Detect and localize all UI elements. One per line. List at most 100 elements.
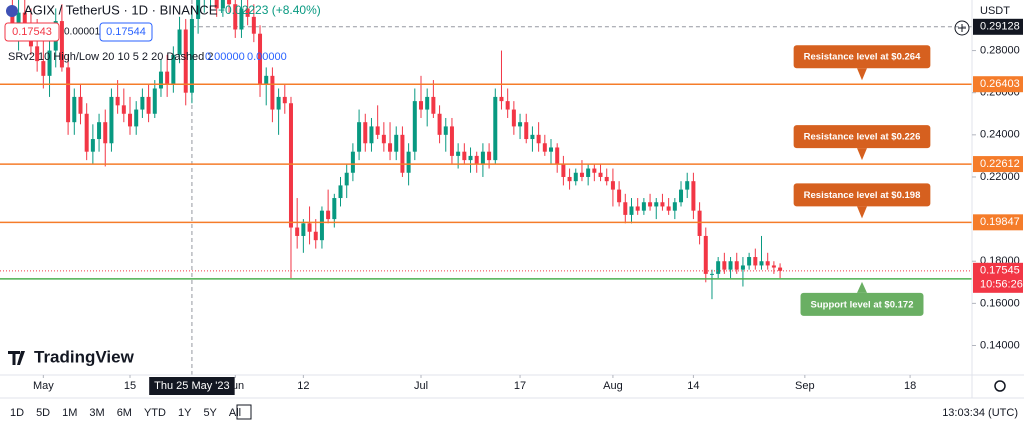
- candle-body: [511, 109, 516, 127]
- candle-body: [734, 261, 739, 270]
- change: +0.02223 (+8.40%): [218, 3, 321, 17]
- candle-body: [72, 96, 77, 123]
- candle-body: [561, 164, 566, 177]
- buy-box[interactable]: [99, 22, 153, 42]
- candle-body: [462, 151, 467, 161]
- range-button[interactable]: 1M: [62, 407, 77, 419]
- plot-area: [0, 0, 972, 375]
- x-tick-label: May: [33, 380, 54, 392]
- crosshair-date: Thu 25 May '23: [154, 380, 229, 392]
- range-button[interactable]: 6M: [117, 407, 132, 419]
- range-button[interactable]: 1Y: [178, 407, 192, 419]
- logo-mark: [8, 351, 25, 365]
- crosshair-price: 0.29128: [980, 21, 1020, 33]
- candle-body: [573, 172, 578, 182]
- range-button[interactable]: All: [229, 407, 241, 419]
- x-tick-label: 12: [297, 380, 309, 392]
- candle-body: [685, 181, 690, 190]
- range-button[interactable]: 5D: [36, 407, 50, 419]
- level-label: 0.22612: [980, 158, 1020, 170]
- candle-body: [369, 126, 374, 144]
- level-label-box: [973, 214, 1023, 231]
- indicator-value: 0.00000: [205, 51, 245, 63]
- candle-body: [128, 113, 133, 127]
- candle-body: [753, 257, 758, 266]
- candle-body: [487, 151, 492, 161]
- candle-body: [604, 176, 609, 182]
- candle-body: [214, 0, 219, 9]
- x-tick-label: 17: [514, 380, 526, 392]
- sell-price[interactable]: 0.17543: [12, 26, 52, 38]
- candle-body: [66, 67, 71, 123]
- candle-body: [288, 103, 293, 228]
- callout-text: Resistance level at $0.226: [804, 132, 921, 143]
- range-button[interactable]: YTD: [144, 407, 166, 419]
- candle-body: [536, 134, 541, 144]
- range-button[interactable]: 3M: [89, 407, 104, 419]
- range-button[interactable]: 1D: [10, 407, 24, 419]
- date-range-icon[interactable]: [236, 404, 252, 420]
- candle-body: [493, 96, 498, 161]
- candle-body: [171, 54, 176, 85]
- candle-body: [542, 143, 547, 152]
- candle-body: [338, 185, 343, 199]
- x-tick-label: 14: [687, 380, 699, 392]
- candle-body: [691, 181, 696, 211]
- y-tick-label: 0.28000: [980, 44, 1020, 56]
- candle-body: [78, 96, 83, 114]
- candle-body: [103, 122, 108, 144]
- candle-body: [431, 96, 436, 114]
- candle-body: [245, 8, 250, 17]
- candle-body: [307, 223, 312, 232]
- candle-body: [524, 122, 529, 140]
- candle-body: [90, 139, 95, 152]
- candle-body: [84, 113, 89, 152]
- candle-body: [722, 261, 727, 270]
- candle-body: [357, 122, 362, 152]
- candle-body: [363, 122, 368, 144]
- candle-body: [641, 202, 646, 211]
- candle-body: [703, 235, 708, 274]
- last-price-box: [973, 262, 1023, 293]
- candle-body: [555, 147, 560, 165]
- crosshair-date-box: [149, 377, 235, 395]
- currency-box[interactable]: [976, 2, 1020, 20]
- candle-body: [121, 105, 126, 114]
- x-tick-label: Sep: [795, 380, 815, 392]
- candle-body: [709, 273, 714, 275]
- candle-body: [233, 4, 238, 30]
- settings-icon[interactable]: [994, 380, 1006, 392]
- candle-body: [666, 206, 671, 211]
- candle-body: [270, 75, 275, 110]
- candle-body: [381, 134, 386, 144]
- buy-price[interactable]: 0.17544: [106, 26, 146, 38]
- symbol-icon: [6, 5, 18, 17]
- candle-body: [326, 210, 331, 220]
- candle-body: [759, 261, 764, 266]
- currency[interactable]: USDT: [980, 5, 1010, 17]
- candle-body: [109, 96, 114, 144]
- candle-body: [425, 96, 430, 110]
- level-callout: Resistance level at $0.226: [793, 125, 931, 161]
- candle-body: [301, 223, 306, 236]
- candle-body: [418, 101, 423, 110]
- candle-body: [530, 134, 535, 140]
- overlay: Resistance level at $0.264 Resistance lev…: [793, 45, 931, 316]
- candle-body: [778, 267, 783, 271]
- countdown: 10:56:26: [980, 279, 1023, 291]
- candle-body: [165, 71, 170, 85]
- candle-body: [629, 206, 634, 215]
- callout-text: Resistance level at $0.264: [804, 52, 921, 63]
- candle-body: [189, 18, 194, 93]
- candle-body: [35, 46, 40, 62]
- callout-pointer: [857, 68, 867, 81]
- range-button[interactable]: 5Y: [203, 407, 217, 419]
- sell-box[interactable]: [4, 22, 60, 42]
- add-icon[interactable]: [954, 20, 970, 36]
- candle-body: [456, 151, 461, 156]
- candle-body: [586, 168, 591, 177]
- callout-box: [793, 183, 931, 207]
- candle-body: [220, 0, 225, 9]
- y-tick-label: 0.22000: [980, 171, 1020, 183]
- callout-pointer: [857, 206, 867, 219]
